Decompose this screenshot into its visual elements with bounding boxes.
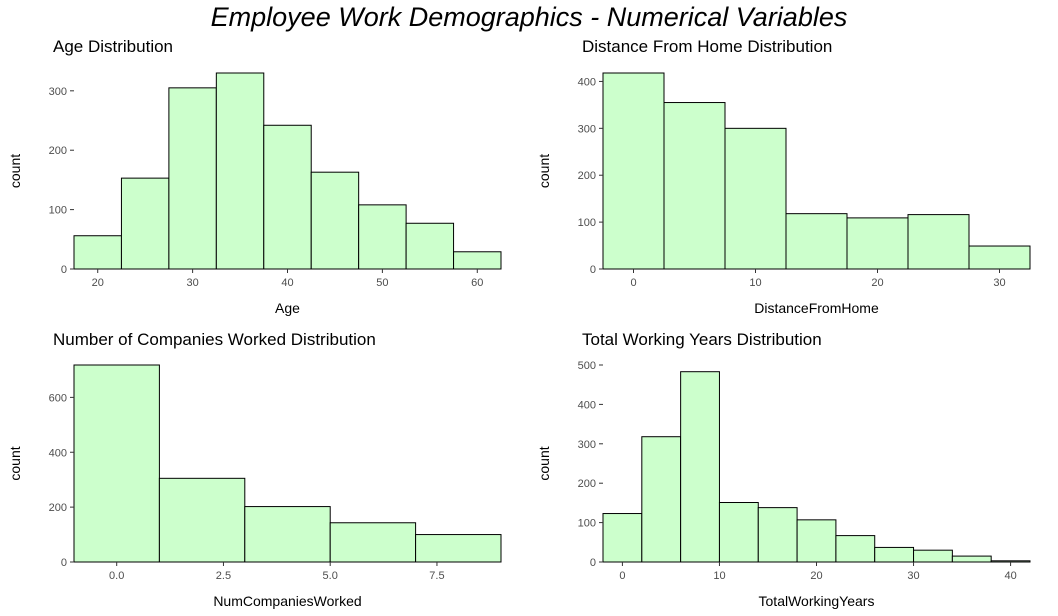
histogram-bar	[405, 222, 455, 270]
y-axis-label: count	[536, 154, 552, 188]
x-tick-label: 30	[993, 277, 1005, 289]
x-tick-label: 2.5	[216, 570, 231, 582]
histogram-bar	[158, 477, 246, 563]
x-tick-label: 20	[810, 570, 822, 582]
histogram-bar	[968, 245, 1031, 270]
x-axis-label: Age	[275, 300, 300, 316]
y-tick-label: 600	[49, 392, 67, 404]
histogram-bar	[415, 534, 502, 563]
histogram-bar	[244, 506, 331, 563]
panel-title: Distance From Home Distribution	[582, 37, 832, 56]
histogram-bar	[724, 127, 787, 270]
y-tick-label: 400	[49, 447, 67, 459]
x-tick-label: 30	[186, 277, 198, 289]
x-axis-label: NumCompaniesWorked	[213, 593, 361, 609]
x-axis-label: DistanceFromHome	[754, 300, 879, 316]
histogram-bar	[718, 502, 759, 563]
y-tick-label: 100	[49, 205, 67, 217]
figure-title: Employee Work Demographics - Numerical V…	[210, 2, 848, 32]
y-tick-label: 500	[578, 360, 596, 372]
histogram-bar	[215, 72, 265, 270]
x-axis-label: TotalWorkingYears	[759, 593, 875, 609]
histogram-bar	[757, 507, 798, 563]
y-axis-label: count	[536, 446, 552, 480]
histogram-bar	[785, 213, 848, 270]
x-tick-label: 40	[1004, 570, 1016, 582]
x-tick-label: 20	[92, 277, 104, 289]
x-tick-label: 50	[376, 277, 388, 289]
histogram-bar	[680, 371, 720, 563]
histogram-bar	[263, 124, 312, 270]
y-tick-label: 0	[590, 557, 596, 569]
histogram-panel-4: Total Working Years Distribution01002003…	[536, 330, 1031, 609]
y-tick-label: 200	[49, 145, 67, 157]
x-tick-label: 20	[871, 277, 883, 289]
x-tick-label: 0.0	[109, 570, 124, 582]
y-tick-label: 300	[49, 86, 67, 98]
x-tick-label: 10	[749, 277, 761, 289]
histogram-bar	[120, 177, 170, 270]
y-tick-label: 200	[49, 502, 67, 514]
x-tick-label: 40	[281, 277, 293, 289]
histogram-bar	[663, 102, 726, 270]
histogram-bar	[641, 436, 682, 563]
x-tick-label: 30	[907, 570, 919, 582]
panel-title: Age Distribution	[53, 37, 173, 56]
histogram-panel-2: Distance From Home Distribution010020030…	[536, 37, 1031, 316]
y-tick-label: 300	[578, 123, 596, 135]
x-tick-label: 0	[630, 277, 636, 289]
y-tick-label: 400	[578, 399, 596, 411]
histogram-bar	[329, 522, 417, 563]
x-tick-label: 60	[471, 277, 483, 289]
histogram-bar	[310, 171, 360, 270]
histogram-panel-3: Number of Companies Worked Distribution 0…	[7, 330, 502, 609]
histogram-bar	[846, 217, 909, 270]
x-tick-label: 0	[619, 570, 625, 582]
y-tick-label: 200	[578, 170, 596, 182]
histogram-bar	[73, 235, 122, 270]
histogram-bar	[835, 535, 876, 563]
y-tick-label: 0	[61, 557, 67, 569]
histogram-panel-1: Age Distribution 0 100 200 300 20 30 40 50 60 Age c…	[7, 37, 502, 316]
x-tick-label: 10	[713, 570, 725, 582]
histogram-bar	[602, 513, 643, 563]
y-tick-label: 300	[578, 439, 596, 451]
panel-title: Number of Companies Worked Distribution	[53, 330, 376, 349]
y-tick-label: 200	[578, 478, 596, 490]
y-tick-label: 400	[578, 76, 596, 88]
y-tick-label: 100	[578, 518, 596, 530]
x-tick-label: 7.5	[429, 570, 444, 582]
histogram-bar	[453, 251, 502, 270]
y-tick-label: 100	[578, 217, 596, 229]
panel-title: Total Working Years Distribution	[582, 330, 822, 349]
y-axis-label: count	[7, 446, 23, 480]
y-axis-label: count	[7, 154, 23, 188]
y-tick-label: 0	[61, 264, 67, 276]
histogram-bar	[874, 546, 915, 563]
histogram-bar	[73, 364, 160, 563]
histogram-bar	[602, 72, 665, 270]
histogram-bar	[796, 519, 837, 563]
histogram-bar	[907, 214, 970, 270]
histogram-bar	[358, 204, 407, 270]
x-tick-label: 5.0	[323, 570, 338, 582]
histogram-bar	[990, 560, 1031, 563]
y-tick-label: 0	[590, 264, 596, 276]
histogram-bar	[168, 87, 217, 270]
histogram-bar	[951, 555, 992, 563]
histogram-bar	[913, 549, 953, 563]
